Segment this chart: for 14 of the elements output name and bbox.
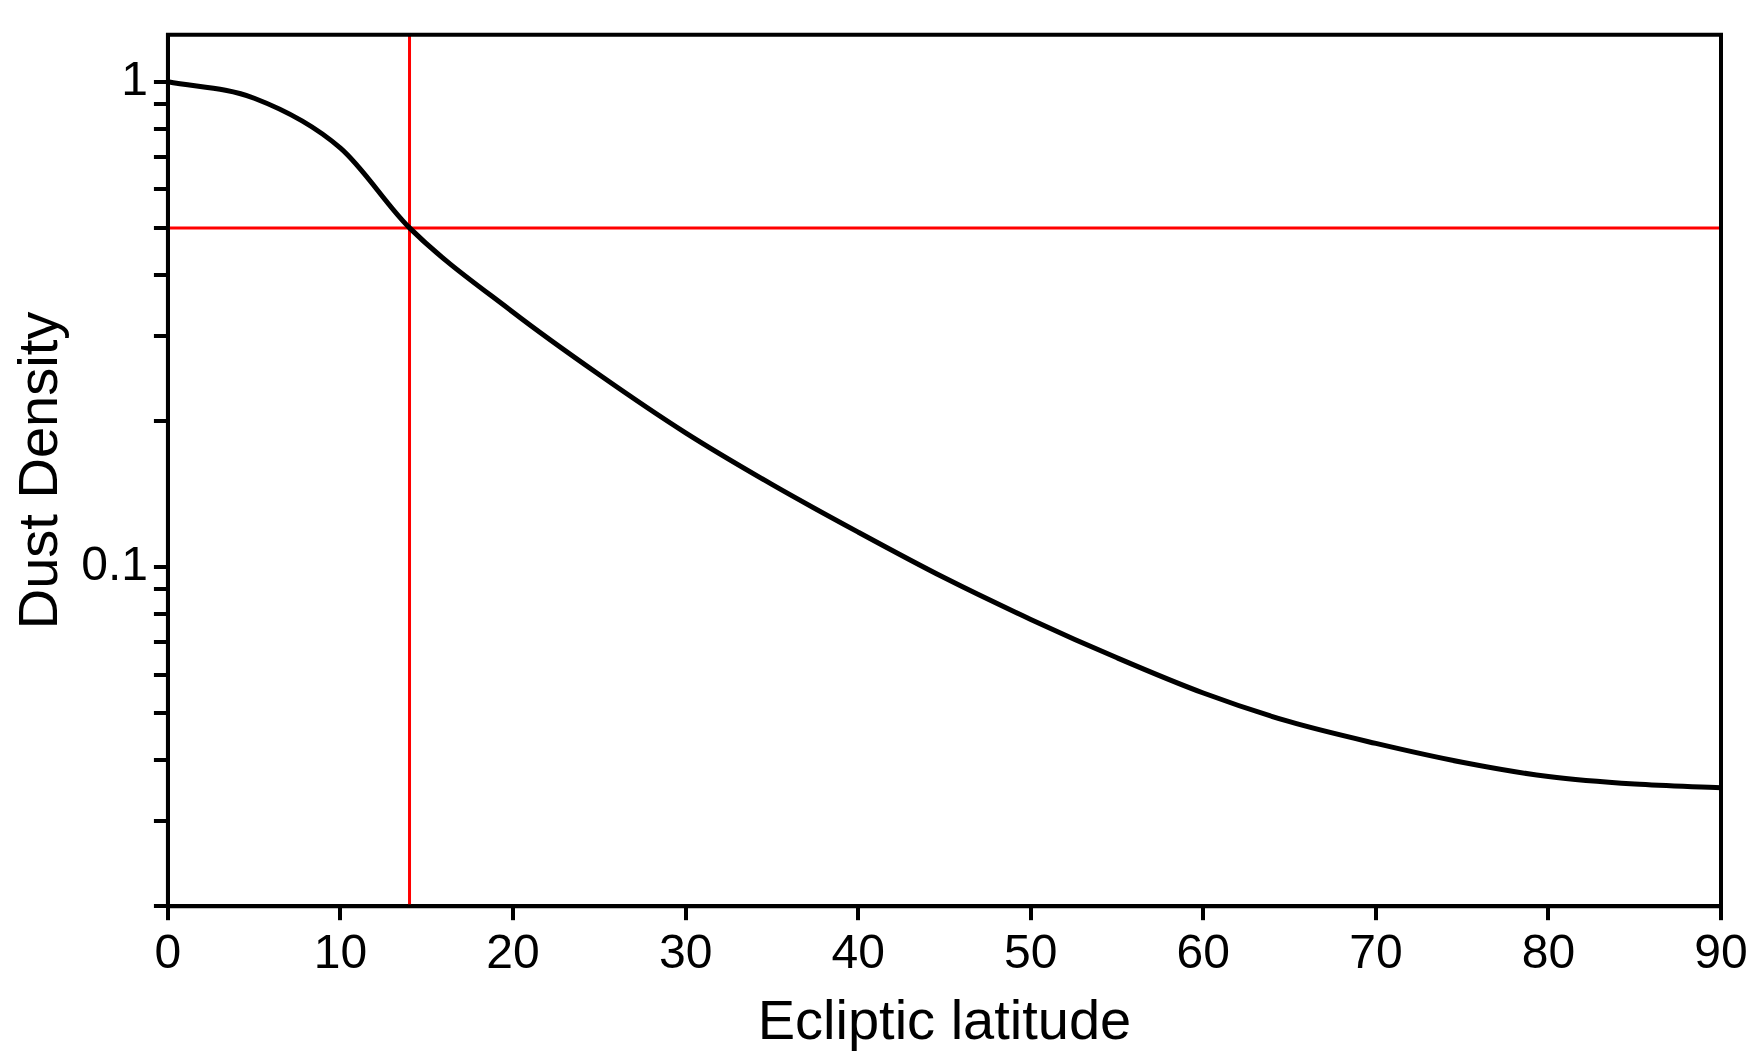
x-tick-label: 30 bbox=[658, 925, 713, 979]
x-axis-title: Ecliptic latitude bbox=[757, 987, 1132, 1051]
x-tick-label: 20 bbox=[486, 925, 540, 979]
y-tick-label: 1 bbox=[121, 52, 148, 106]
x-tick-label: 10 bbox=[313, 925, 368, 979]
x-tick-label: 80 bbox=[1521, 925, 1576, 979]
x-tick-label: 70 bbox=[1349, 925, 1403, 979]
y-axis-title: Dust Density bbox=[6, 311, 70, 630]
x-tick-label: 50 bbox=[1004, 925, 1058, 979]
x-tick-label: 0 bbox=[154, 925, 182, 979]
x-tick-label: 60 bbox=[1176, 925, 1230, 979]
y-tick-label: 0.1 bbox=[81, 537, 148, 591]
x-tick-label: 40 bbox=[831, 925, 885, 979]
x-tick-label: 90 bbox=[1694, 925, 1748, 979]
